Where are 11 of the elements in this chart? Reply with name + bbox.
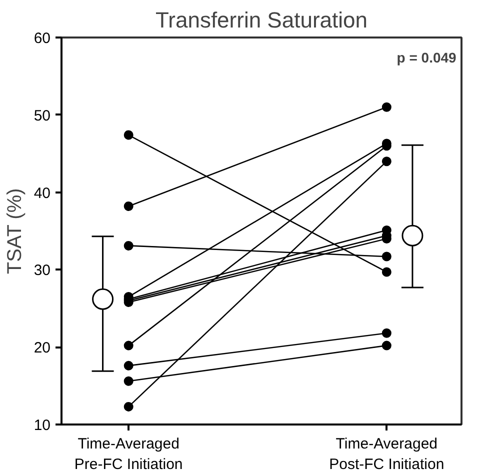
y-tick-label: 20 xyxy=(34,340,51,357)
x-tick-label: Time-Averaged Post-FC Initiation xyxy=(329,436,444,473)
y-tick-label: 60 xyxy=(34,30,51,47)
y-tick-label: 30 xyxy=(34,262,51,280)
annotation: p = 0.049 xyxy=(396,50,457,66)
y-tick-label: 10 xyxy=(34,417,51,434)
x-tick-label: Time-Averaged Pre-FC Initiation xyxy=(74,436,183,473)
y-tick-label: 50 xyxy=(34,107,51,124)
y-axis-title: TSAT (%) xyxy=(4,188,26,274)
chart-title: Transferrin Saturation xyxy=(156,8,368,32)
y-tick-label: 40 xyxy=(34,184,51,202)
